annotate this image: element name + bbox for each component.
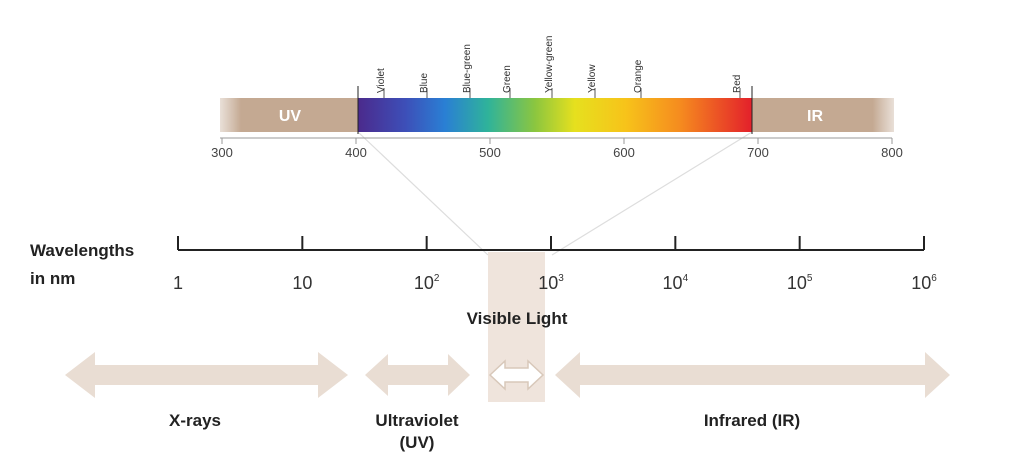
color-label: Red [732,75,743,93]
zoom-line [357,131,489,256]
ir-arrow [555,352,950,398]
x-ray-arrow [65,352,348,398]
scale-tick-label: 104 [663,273,689,293]
tick-exponent: 5 [807,273,813,284]
ir-bar [752,98,894,132]
region-label: X-rays [169,411,221,430]
tick-label: 700 [747,145,769,160]
region-label: Infrared (IR) [704,411,800,430]
color-label: Blue-green [462,44,473,93]
tick-label: 500 [479,145,501,160]
tick-base: 10 [663,273,683,293]
scale-tick-label: 10 [292,273,312,293]
tick-exponent: 3 [558,273,564,284]
color-label: Yellow [587,64,598,93]
tick-base: 1 [173,273,183,293]
tick-exponent: 4 [683,273,689,284]
ir-label: IR [807,108,823,125]
tick-base: 10 [292,273,312,293]
color-label: Yellow-green [544,36,555,93]
tick-base: 10 [538,273,558,293]
tick-exponent: 6 [931,273,937,284]
color-label: Orange [633,59,644,93]
color-label: Violet [376,68,387,93]
visible-arrow [488,359,545,391]
tick-label: 800 [881,145,903,160]
uv-arrow [365,354,470,396]
zoom-line [551,131,753,256]
scale-tick-label: 102 [414,273,440,293]
arrows [65,352,950,398]
region-label: (UV) [400,433,435,452]
color-label: Blue [419,73,430,93]
scale-label: Wavelengths [30,241,134,260]
scale-tick-label: 105 [787,273,813,293]
visible-light-label: Visible Light [467,309,568,328]
tick-base: 10 [911,273,931,293]
uv-label: UV [279,108,302,125]
scale-tick-label: 106 [911,273,937,293]
scale-tick-label: 1 [173,273,183,293]
region-label: Ultraviolet [375,411,458,430]
tick-exponent: 2 [434,273,440,284]
scale-label: in nm [30,269,75,288]
scale-tick-label: 103 [538,273,564,293]
tick-base: 10 [787,273,807,293]
color-label: Green [502,65,513,93]
tick-label: 300 [211,145,233,160]
tick-label: 400 [345,145,367,160]
tick-label: 600 [613,145,635,160]
uv-bar [220,98,360,132]
tick-base: 10 [414,273,434,293]
visible-spectrum-bar [358,98,752,132]
